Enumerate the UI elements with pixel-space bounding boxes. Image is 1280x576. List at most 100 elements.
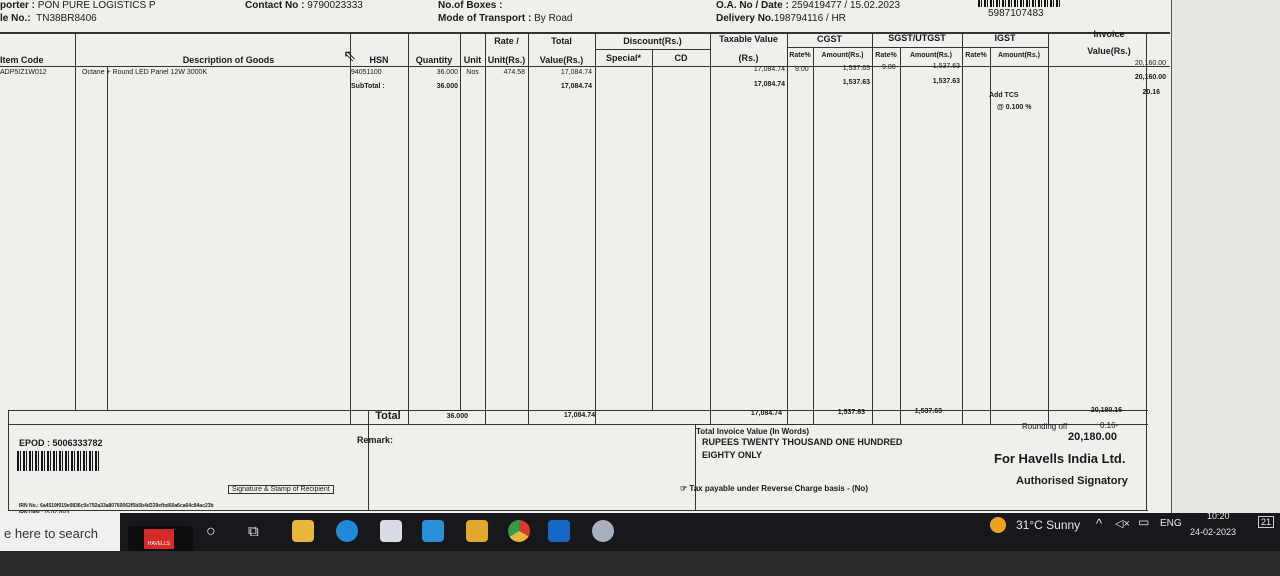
- cell-invoice-value: 20,160.00: [1134, 60, 1166, 67]
- contact-label: Contact No :: [245, 0, 305, 11]
- col-sgst: SGST/UTGST: [888, 33, 946, 43]
- col-cgst-amount: Amount(Rs.): [821, 52, 864, 59]
- col-cgst: CGST: [816, 34, 842, 44]
- words-line2: EIGHTY ONLY: [702, 450, 763, 460]
- cell-sgst-rate: 9.00: [882, 64, 896, 71]
- show-hidden-icons-chevron-icon[interactable]: ^: [1096, 516, 1103, 531]
- col-cgst-rate: Rate%: [789, 52, 811, 59]
- edge-icon[interactable]: [336, 520, 358, 542]
- col-description: Description of Goods: [182, 55, 275, 65]
- volume-muted-icon[interactable]: ◁×: [1115, 518, 1130, 530]
- transporter-label: porter :: [0, 0, 35, 11]
- col-total-top: Total: [551, 36, 572, 46]
- tcs-label: Add TCS: [989, 92, 1019, 99]
- mail-icon[interactable]: [422, 520, 444, 542]
- weather-sun-icon[interactable]: [990, 517, 1006, 533]
- clock-date[interactable]: 24-02-2023: [1190, 527, 1237, 537]
- company-name: For Havells India Ltd.: [994, 451, 1126, 466]
- col-cd: CD: [674, 53, 688, 63]
- reverse-charge-text: Tax payable under Reverse Charge basis -…: [689, 484, 868, 493]
- signature-recipient-box: Signature & Stamp of Recipient: [228, 485, 334, 494]
- reverse-charge: ☞ Tax payable under Reverse Charge basis…: [680, 484, 868, 493]
- total-invoice: 20,180.16: [1090, 407, 1122, 414]
- barcode-number: 5987107483: [988, 8, 1044, 19]
- subtotal-label: SubTotal :: [351, 83, 385, 90]
- total-value: 17,084.74: [563, 412, 595, 419]
- transport: Mode of Transport : By Road: [438, 13, 572, 24]
- words-line1: RUPEES TWENTY THOUSAND ONE HUNDRED: [702, 437, 903, 447]
- vehicle-label: le No.:: [0, 13, 31, 24]
- subtotal-total: 17,084.74: [560, 83, 592, 90]
- taskbar: e here to search HAVELLS ○ ⧉: [0, 513, 1280, 551]
- tcs-value: 20.16: [1142, 89, 1160, 96]
- total-sgst: 1,537.63: [914, 408, 942, 415]
- subtotal-cgst: 1,537.63: [842, 79, 870, 86]
- photos-icon[interactable]: [466, 520, 488, 542]
- epod-number: EPOD : 5006333782: [19, 438, 103, 448]
- col-taxable-top: Taxable Value: [719, 34, 778, 44]
- col-total-bottom: Value(Rs.): [539, 55, 584, 65]
- authorised-signatory: Authorised Signatory: [1016, 475, 1128, 487]
- mouse-cursor-icon: ⇖: [343, 48, 357, 65]
- taskbar-search-input[interactable]: e here to search: [0, 513, 120, 551]
- grand-total: 20,180.00: [1068, 431, 1117, 443]
- notification-center-icon[interactable]: 21: [1258, 516, 1275, 528]
- rounding-label: Rounding off: [1022, 422, 1068, 431]
- chrome-icon[interactable]: [508, 520, 530, 542]
- task-view-icon[interactable]: ⧉: [248, 523, 259, 540]
- vehicle: le No.: TN38BR8406: [0, 13, 97, 24]
- cell-cgst-rate: 9.00: [795, 66, 809, 73]
- cell-quantity: 36.000: [436, 69, 458, 76]
- col-igst: IGST: [994, 33, 1016, 43]
- network-icon[interactable]: ▭: [1138, 515, 1150, 529]
- col-special: Special*: [605, 53, 642, 63]
- snipping-tool-icon[interactable]: [592, 520, 614, 542]
- search-placeholder: e here to search: [4, 526, 98, 541]
- col-hsn: HSN: [369, 55, 389, 65]
- transport-label: Mode of Transport :: [438, 13, 532, 24]
- col-item-code: Item Code: [0, 55, 44, 65]
- irn-no: IRN No.: 6a4519f019e0836c0e792a33a807600…: [19, 503, 214, 509]
- pointer-hand-icon: ☞: [680, 484, 690, 493]
- transporter-value: PON PURE LOGISTICS P: [37, 0, 156, 11]
- havells-app-button[interactable]: HAVELLS: [128, 526, 193, 551]
- contact: Contact No : 9790023333: [245, 0, 363, 11]
- col-rate-bottom: Unit(Rs.): [487, 55, 526, 65]
- tcs-rate: @ 0.100 %: [997, 104, 1032, 111]
- cell-rate: 474.58: [503, 69, 525, 76]
- oa: O.A. No / Date : 259419477 / 15.02.2023: [716, 0, 900, 11]
- vehicle-value: TN38BR8406: [36, 13, 97, 24]
- total-label: Total: [375, 410, 401, 422]
- cell-total: 17,084.74: [560, 69, 592, 76]
- words-label: Total Invoice Value (In Words): [696, 427, 810, 436]
- outlook-icon[interactable]: [548, 520, 570, 542]
- cell-taxable: 17,084.74: [753, 66, 785, 73]
- contact-value: 9790023333: [307, 0, 363, 11]
- col-taxable-bottom: (Rs.): [738, 53, 759, 63]
- store-icon[interactable]: [380, 520, 402, 542]
- subtotal-sgst: 1,537.63: [932, 78, 960, 85]
- col-sgst-rate: Rate%: [875, 52, 897, 59]
- transporter: porter : PON PURE LOGISTICS P: [0, 0, 156, 11]
- language-indicator[interactable]: ENG: [1160, 518, 1182, 529]
- remark-label: Remark:: [357, 435, 394, 445]
- file-explorer-icon[interactable]: [292, 520, 314, 542]
- cell-hsn: 94051100: [351, 69, 382, 76]
- subtotal-taxable: 17,084.74: [753, 81, 785, 88]
- delivery-label: Delivery No.: [716, 13, 774, 24]
- weather-text[interactable]: 31°C Sunny: [1016, 518, 1081, 532]
- transport-value: By Road: [534, 13, 573, 24]
- boxes-label: No.of Boxes :: [438, 0, 503, 11]
- col-rate-top: Rate /: [494, 36, 519, 46]
- col-igst-rate: Rate%: [965, 52, 987, 59]
- cell-item-code: ADP5IZ1W012: [0, 69, 47, 76]
- clock-time[interactable]: 10:20: [1207, 511, 1230, 521]
- total-cgst: 1,537.63: [837, 409, 865, 416]
- subtotal-invoice: 20,160.00: [1134, 74, 1166, 81]
- subtotal-quantity: 36.000: [436, 83, 458, 90]
- screen: porter : PON PURE LOGISTICS P le No.: TN…: [0, 0, 1280, 516]
- cell-sgst-amount: 1,537.63: [932, 63, 960, 70]
- oa-label: O.A. No / Date :: [716, 0, 789, 11]
- cortana-icon[interactable]: ○: [206, 523, 216, 540]
- total-quantity: 36.000: [446, 413, 468, 420]
